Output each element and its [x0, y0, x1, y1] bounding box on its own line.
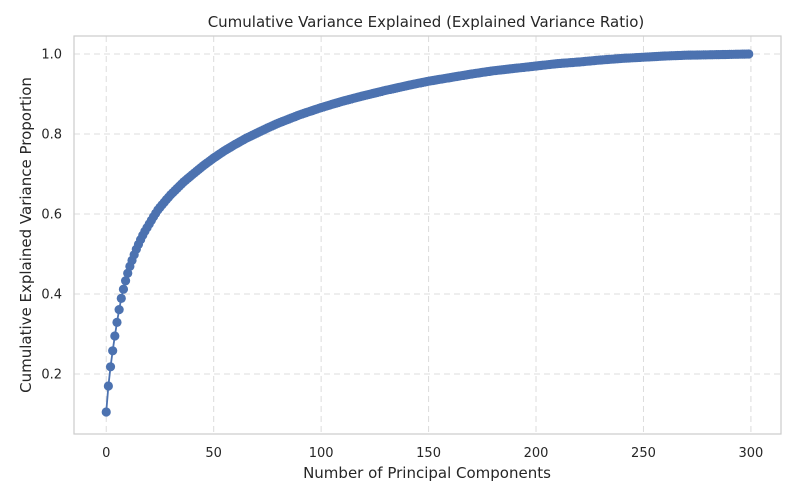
plot-frame — [73, 35, 782, 435]
data-series — [101, 49, 754, 417]
tick-labels: 0 50 100 150 200 250 300 0.2 0.4 0.6 0.8 1.0 — [41, 48, 763, 462]
y-tick-label: 0.2 — [41, 368, 62, 383]
data-point — [744, 49, 754, 59]
data-point — [101, 407, 111, 417]
x-tick-label: 0 — [102, 446, 110, 461]
y-tick-label: 1.0 — [41, 48, 62, 63]
data-point — [116, 293, 126, 303]
x-tick-label: 200 — [524, 446, 549, 461]
y-tick-label: 0.6 — [41, 208, 62, 223]
y-tick-label: 0.4 — [41, 288, 62, 303]
x-axis-label: Number of Principal Components — [303, 464, 551, 482]
x-tick-label: 100 — [309, 446, 334, 461]
data-point — [110, 331, 120, 341]
data-point — [105, 362, 116, 372]
data-point — [114, 305, 124, 315]
data-point — [118, 284, 129, 294]
data-point — [112, 317, 122, 327]
x-tick-label: 150 — [416, 446, 441, 461]
x-tick-label: 250 — [631, 446, 656, 461]
data-point — [103, 381, 113, 391]
x-tick-label: 300 — [739, 446, 764, 461]
data-point — [120, 276, 131, 286]
y-axis-label: Cumulative Explained Variance Proportion — [17, 77, 35, 393]
chart-title: Cumulative Variance Explained (Explained… — [208, 13, 645, 31]
grid — [74, 36, 781, 434]
x-tick-label: 50 — [205, 446, 222, 461]
series-line — [105, 53, 749, 413]
y-tick-label: 0.8 — [41, 128, 62, 143]
data-point — [108, 346, 118, 356]
